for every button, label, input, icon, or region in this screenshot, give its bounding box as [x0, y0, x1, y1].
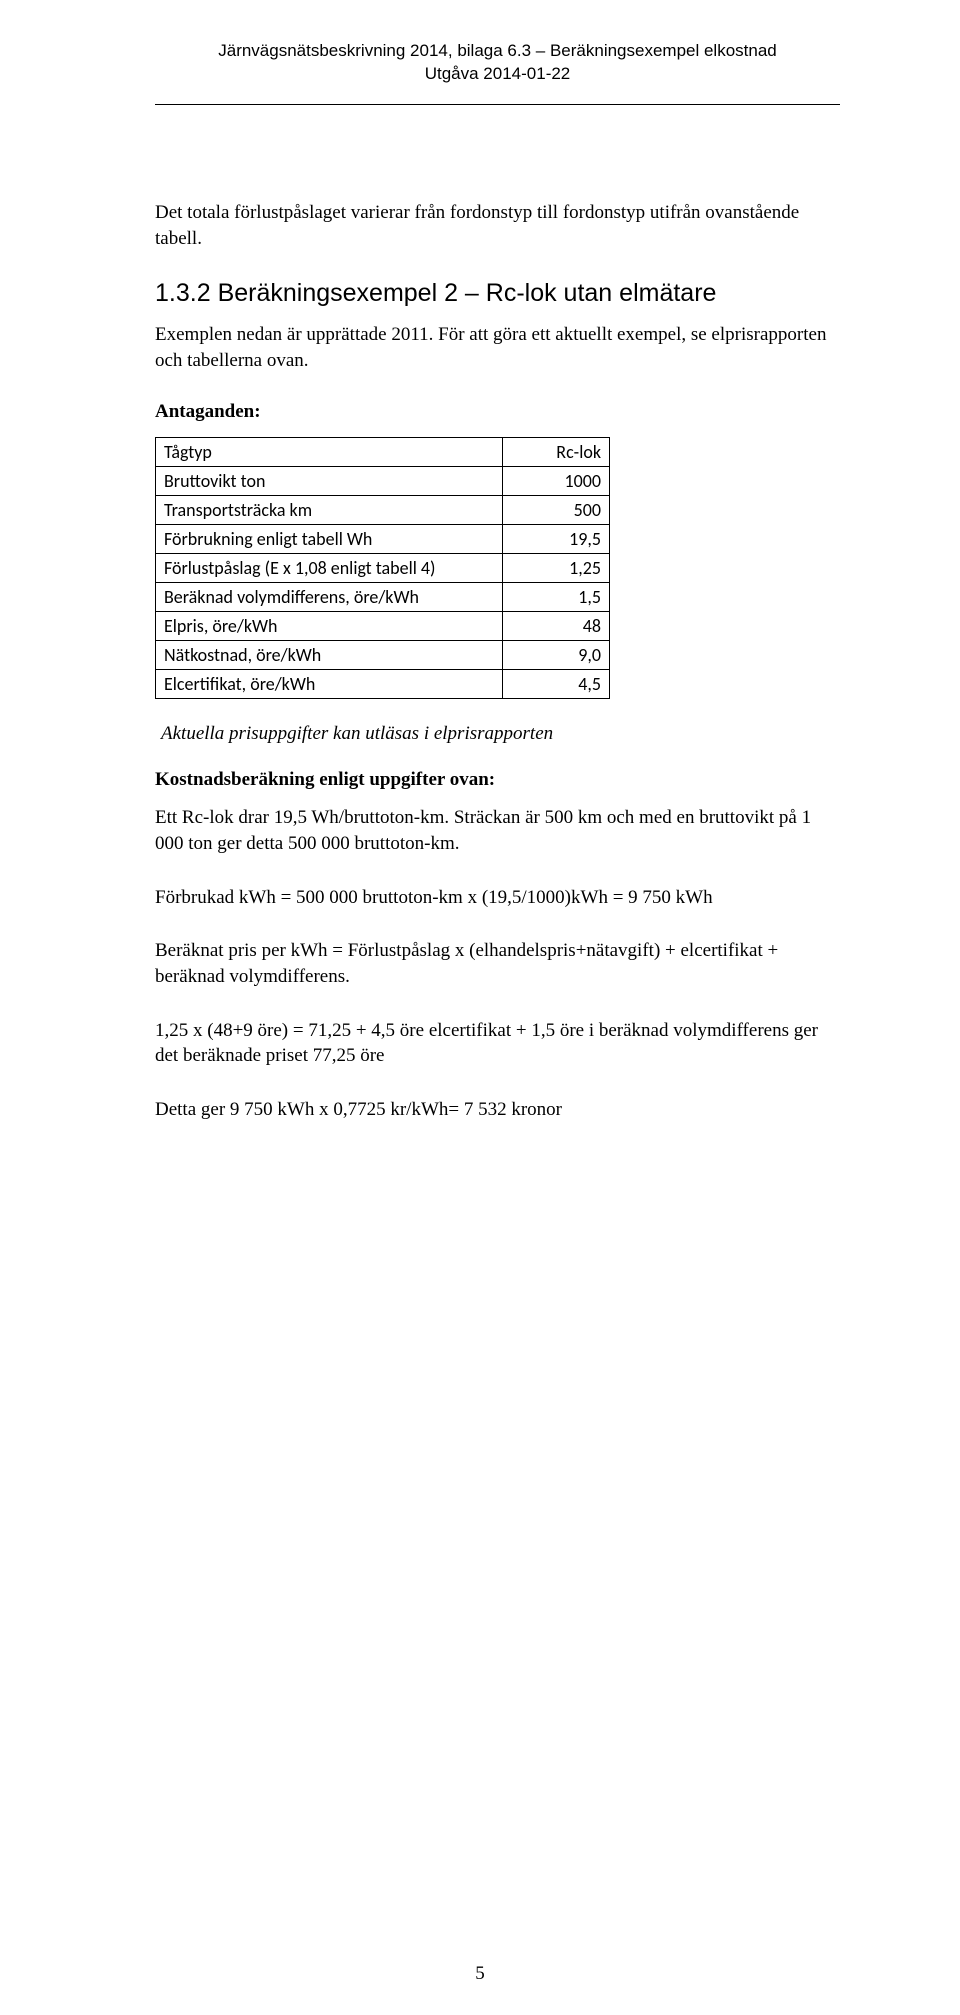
- table-cell-label: Bruttovikt ton: [156, 467, 503, 496]
- table-cell-label: Förbrukning enligt tabell Wh: [156, 525, 503, 554]
- cost-calc-heading: Kostnadsberäkning enligt uppgifter ovan:: [155, 769, 840, 791]
- table-cell-label: Elcertifikat, öre/kWh: [156, 670, 503, 699]
- section-number: 1.3.2: [155, 279, 211, 307]
- page-number: 5: [0, 1963, 960, 1985]
- example-paragraph: Exemplen nedan är upprättade 2011. För a…: [155, 322, 840, 373]
- table-row: Tågtyp Rc-lok: [156, 438, 610, 467]
- body-paragraph-2: Förbrukad kWh = 500 000 bruttoton-km x (…: [155, 885, 840, 911]
- table-cell-value: 9,0: [503, 641, 610, 670]
- table-cell-value: 48: [503, 612, 610, 641]
- table-cell-label: Tågtyp: [156, 438, 503, 467]
- header-line-1: Järnvägsnätsbeskrivning 2014, bilaga 6.3…: [155, 40, 840, 63]
- table-row: Beräknad volymdifferens, öre/kWh 1,5: [156, 583, 610, 612]
- intro-paragraph: Det totala förlustpåslaget varierar från…: [155, 200, 840, 251]
- assumptions-label: Antaganden:: [155, 401, 840, 423]
- table-cell-value: 1000: [503, 467, 610, 496]
- section-title: Beräkningsexempel 2 – Rc-lok utan elmäta…: [218, 279, 717, 307]
- table-cell-value: 1,5: [503, 583, 610, 612]
- table-row: Elcertifikat, öre/kWh 4,5: [156, 670, 610, 699]
- assumptions-table: Tågtyp Rc-lok Bruttovikt ton 1000 Transp…: [155, 437, 610, 699]
- table-row: Förlustpåslag (E x 1,08 enligt tabell 4)…: [156, 554, 610, 583]
- table-row: Förbrukning enligt tabell Wh 19,5: [156, 525, 610, 554]
- table-cell-label: Nätkostnad, öre/kWh: [156, 641, 503, 670]
- document-header: Järnvägsnätsbeskrivning 2014, bilaga 6.3…: [155, 40, 840, 86]
- table-cell-value: Rc-lok: [503, 438, 610, 467]
- table-cell-value: 500: [503, 496, 610, 525]
- body-paragraph-4: 1,25 x (48+9 öre) = 71,25 + 4,5 öre elce…: [155, 1018, 840, 1069]
- body-paragraph-5: Detta ger 9 750 kWh x 0,7725 kr/kWh= 7 5…: [155, 1097, 840, 1123]
- table-cell-value: 19,5: [503, 525, 610, 554]
- table-cell-label: Elpris, öre/kWh: [156, 612, 503, 641]
- header-line-2: Utgåva 2014-01-22: [155, 63, 840, 86]
- spacer: [155, 105, 840, 200]
- body-paragraph-1: Ett Rc-lok drar 19,5 Wh/bruttoton-km. St…: [155, 805, 840, 856]
- table-row: Nätkostnad, öre/kWh 9,0: [156, 641, 610, 670]
- table-cell-value: 4,5: [503, 670, 610, 699]
- table-row: Transportsträcka km 500: [156, 496, 610, 525]
- table-cell-label: Transportsträcka km: [156, 496, 503, 525]
- table-cell-label: Förlustpåslag (E x 1,08 enligt tabell 4): [156, 554, 503, 583]
- body-paragraph-3: Beräknat pris per kWh = Förlustpåslag x …: [155, 938, 840, 989]
- table-cell-value: 1,25: [503, 554, 610, 583]
- italic-note: Aktuella prisuppgifter kan utläsas i elp…: [161, 723, 840, 745]
- document-page: Järnvägsnätsbeskrivning 2014, bilaga 6.3…: [0, 0, 960, 2015]
- table-row: Elpris, öre/kWh 48: [156, 612, 610, 641]
- table-row: Bruttovikt ton 1000: [156, 467, 610, 496]
- section-heading: 1.3.2 Beräkningsexempel 2 – Rc-lok utan …: [155, 279, 840, 308]
- table-cell-label: Beräknad volymdifferens, öre/kWh: [156, 583, 503, 612]
